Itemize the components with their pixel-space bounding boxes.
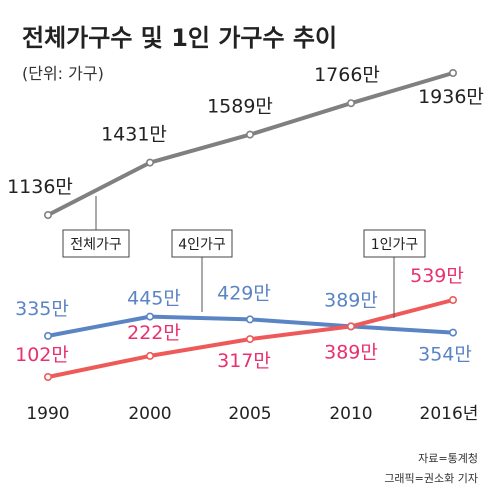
x-tick-3: 2010 [329,404,372,424]
data-point-four-4 [448,328,457,337]
data-label-total-0: 1136만 [7,176,73,198]
data-label-one-1: 222만 [127,322,181,344]
data-label-one-4: 539만 [410,265,464,287]
data-label-four-0: 335만 [15,298,69,320]
data-point-one-2 [246,335,255,344]
data-point-four-2 [246,315,255,324]
data-point-one-0 [43,372,52,381]
series-name-four: 4인가구 [178,237,226,253]
data-point-total-4 [448,69,457,78]
data-label-four-1: 445만 [127,288,181,310]
x-tick-0: 1990 [26,404,69,424]
graphic-credit: 그래픽=권소화 기자 [384,472,478,485]
data-points [43,69,457,381]
series-name-one: 1인가구 [371,237,419,253]
source-credit: 자료=통계청 [418,452,478,465]
data-point-total-1 [146,158,155,167]
data-point-one-1 [146,351,155,360]
data-label-four-4: 354만 [418,344,472,366]
data-point-total-3 [346,99,355,108]
data-labels: 1136만 1431만 1589만 1766만 1936만 335만 445만 429만 389… [7,64,484,372]
x-tick-1: 2000 [128,404,171,424]
data-point-one-4 [448,295,457,304]
x-tick-4: 2016년 [420,404,479,424]
data-label-one-2: 317만 [217,350,271,372]
data-point-one-3 [346,322,355,331]
data-label-total-4: 1936만 [418,86,484,108]
data-label-four-2: 429만 [217,282,271,304]
data-label-total-2: 1589만 [207,96,273,118]
data-label-total-1: 1431만 [101,124,167,146]
chart-title: 전체가구수 및 1인 가구수 추이 [22,24,337,52]
callout-box-one [363,229,426,258]
data-label-one-3: 389만 [324,341,378,363]
data-point-four-0 [43,331,52,340]
data-label-four-3: 389만 [324,289,378,311]
series-lines [46,71,455,379]
data-point-total-2 [246,130,255,139]
data-point-four-1 [146,312,155,321]
series-callouts: 전체가구 4인가구 1인가구 [62,196,426,318]
unit-label: (단위: 가구) [22,64,104,83]
x-axis-ticks: 1990 2000 2005 2010 2016년 [26,404,478,424]
data-point-total-0 [43,211,52,220]
series-name-total: 전체가구 [70,237,122,253]
callout-box-total [62,229,130,258]
callout-box-four [171,229,233,258]
data-label-one-0: 102만 [15,344,69,366]
x-tick-2: 2005 [228,404,271,424]
data-label-total-3: 1766만 [314,64,380,86]
